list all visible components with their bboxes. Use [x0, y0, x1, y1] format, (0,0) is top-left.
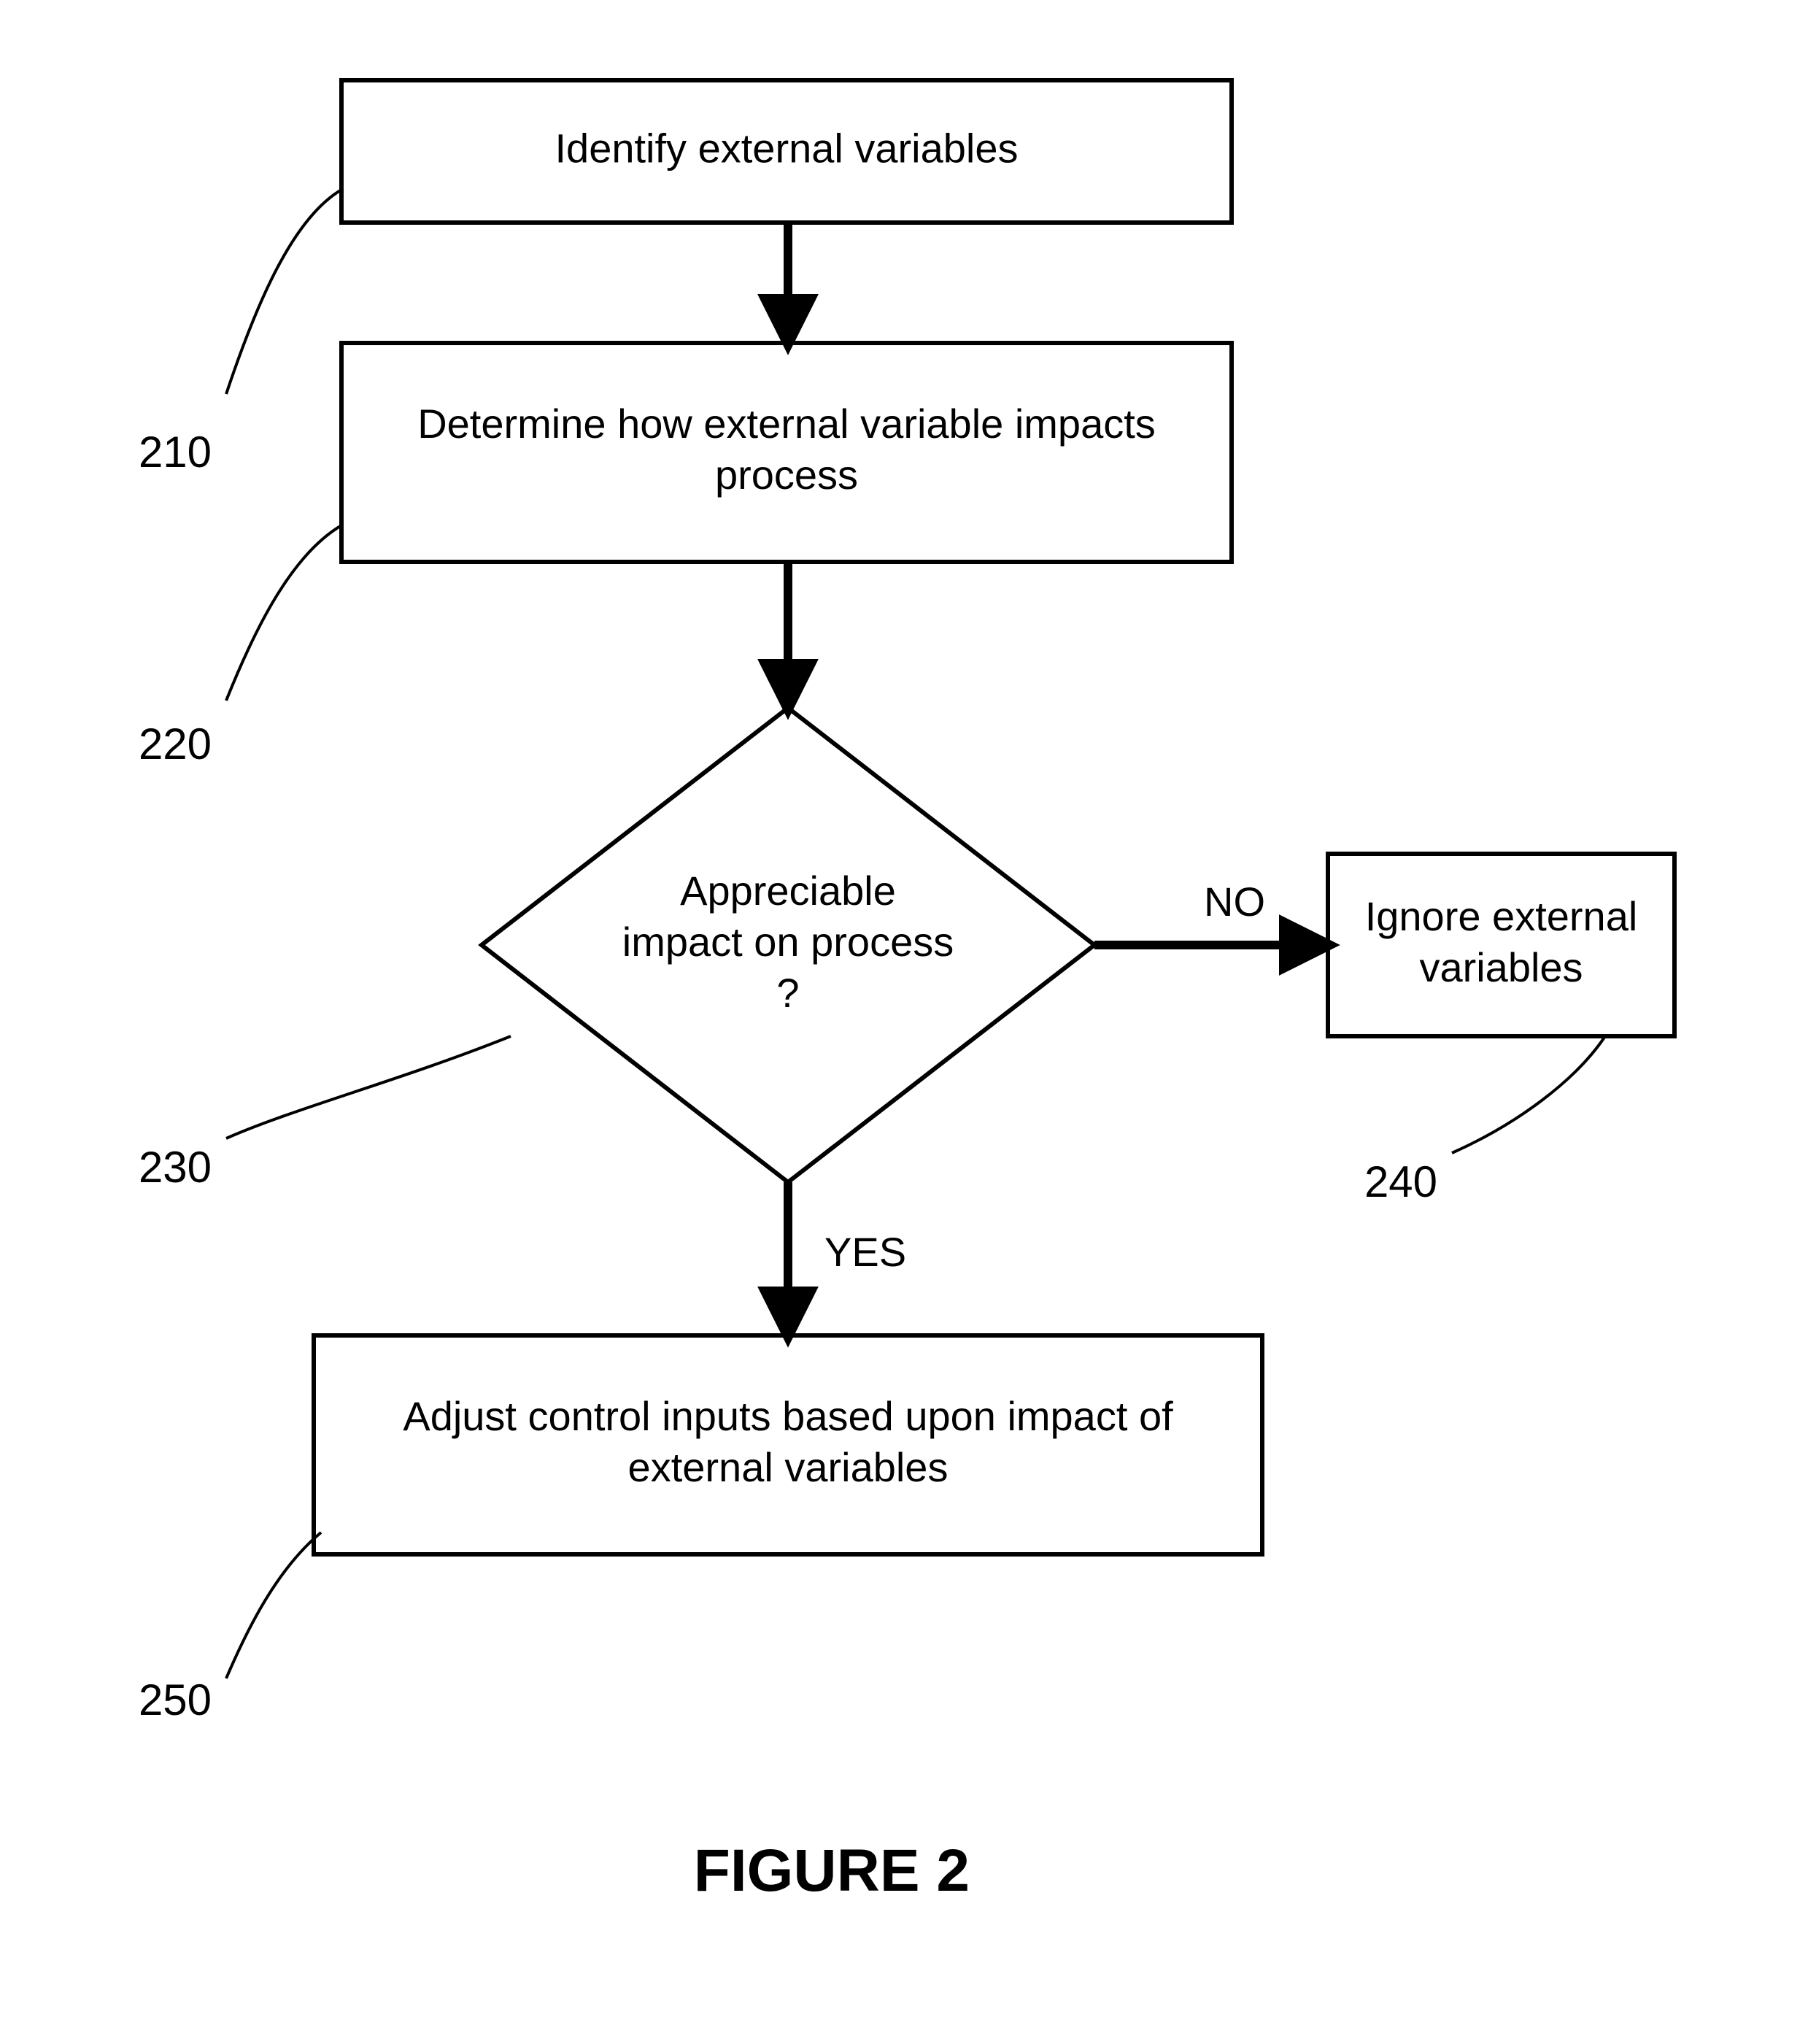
edge-label-no: NO [1204, 879, 1265, 925]
node-n230-text-line0: Appreciable [680, 868, 896, 914]
ref-label-220: 220 [139, 720, 212, 768]
ref-label-210: 210 [139, 428, 212, 477]
ref-label-250: 250 [139, 1675, 212, 1724]
node-n240-text-line1: variables [1419, 944, 1583, 990]
flowchart-figure: Identify external variables 210 Determine … [0, 0, 1808, 2044]
node-n210-text-line0: Identify external variables [555, 125, 1018, 171]
node-n250-text-line0: Adjust control inputs based upon impact … [403, 1393, 1173, 1439]
node-n230-text-line2: ? [776, 970, 799, 1016]
ref-label-230: 230 [139, 1143, 212, 1192]
node-n230-text-line1: impact on process [622, 919, 954, 965]
edge-label-yes: YES [824, 1229, 906, 1275]
node-n240-text-line0: Ignore external [1365, 893, 1638, 939]
figure-title: FIGURE 2 [694, 1837, 970, 1904]
node-n220-text-line0: Determine how external variable impacts [417, 401, 1156, 447]
ref-label-240: 240 [1364, 1157, 1437, 1206]
node-n220-text-line1: process [715, 452, 858, 498]
node-n250-text-line1: external variables [628, 1444, 949, 1490]
